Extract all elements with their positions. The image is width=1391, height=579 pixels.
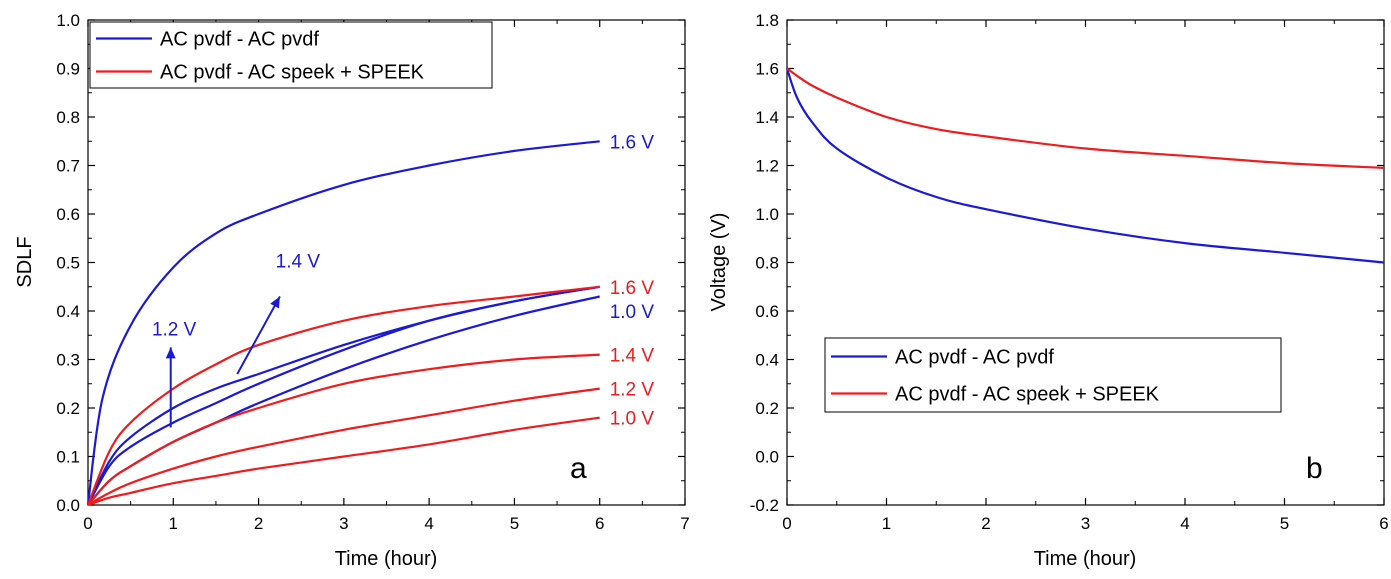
y-tick-label: 0.2 xyxy=(755,399,779,418)
legend-b: AC pvdf - AC pvdf AC pvdf - AC speek + SP… xyxy=(824,337,1282,413)
series-lines-a xyxy=(86,140,600,507)
series-lines-b xyxy=(785,67,1385,264)
annotation-arrow-head xyxy=(165,347,176,359)
legend-label: AC pvdf - AC pvdf xyxy=(160,29,319,51)
curve-end-label: 1.6 V xyxy=(610,278,655,299)
curve-end-label: 1.2 V xyxy=(610,380,655,401)
legend-a: AC pvdf - AC pvdf AC pvdf - AC speek + SP… xyxy=(89,21,493,89)
curve-end-label: 1.0 V xyxy=(610,302,655,323)
series-line xyxy=(86,140,600,506)
y-tick-label: 1.0 xyxy=(56,11,80,30)
x-tick-label: 1 xyxy=(169,514,178,533)
series-line xyxy=(87,285,600,506)
legend-box xyxy=(89,21,493,89)
y-axis-title-a: SDLF xyxy=(14,236,36,287)
y-tick-label: 0.4 xyxy=(755,351,779,370)
y-tick-label: 1.8 xyxy=(755,11,779,30)
x-tick-label: 3 xyxy=(1081,514,1090,533)
legend-box xyxy=(824,337,1282,413)
y-tick-label: 0.2 xyxy=(56,399,80,418)
y-tick-label: 1.0 xyxy=(755,205,779,224)
series-line xyxy=(87,416,600,507)
panel-b: 0 1 2 3 4 5 6 -0.2 0.0 0.2 0.4 0.6 0.8 1.0 1.2 1.4 1.6 1.… xyxy=(708,11,1389,570)
y-tick-label: 0.7 xyxy=(56,157,80,176)
x-tick-label: 2 xyxy=(981,514,990,533)
annotation-arrow-shaft xyxy=(236,295,281,375)
y-tick-label: 0.0 xyxy=(755,448,779,467)
y-tick-label: 0.9 xyxy=(56,60,80,79)
x-tick-label: 0 xyxy=(83,514,92,533)
panel-a: 0 1 2 3 4 5 6 7 0.0 0.1 0.2 0.3 0.4 0.5 0.6 0.7 0.8 0.9 1.… xyxy=(14,11,690,570)
annotation-label: 1.4 V xyxy=(276,251,321,272)
x-tick-label: 3 xyxy=(339,514,348,533)
x-tick-label: 7 xyxy=(680,514,689,533)
x-tick-label: 1 xyxy=(882,514,891,533)
series-line xyxy=(785,68,1385,264)
panel-letter-a: a xyxy=(570,452,587,485)
y-tick-label: 1.2 xyxy=(755,157,779,176)
y-tick-label: 0.1 xyxy=(56,448,80,467)
plot-frame-b xyxy=(786,19,1385,506)
legend-label: AC pvdf - AC speek + SPEEK xyxy=(895,384,1160,406)
x-tick-label: 6 xyxy=(1379,514,1388,533)
series-line xyxy=(786,67,1385,169)
y-tick-label: 0.6 xyxy=(56,205,80,224)
x-tick-label: 4 xyxy=(424,514,433,533)
x-tick-label: 4 xyxy=(1180,514,1189,533)
x-tick-label: 5 xyxy=(510,514,519,533)
x-tick-label: 2 xyxy=(254,514,263,533)
y-axis-title-b: Voltage (V) xyxy=(708,213,730,312)
series-line xyxy=(87,353,600,506)
y-tick-label: 0.0 xyxy=(56,496,80,515)
x-tick-label: 5 xyxy=(1280,514,1289,533)
legend-label: AC pvdf - AC speek + SPEEK xyxy=(160,62,425,84)
curve-end-label: 1.4 V xyxy=(610,346,655,367)
x-tick-label: 0 xyxy=(782,514,791,533)
y-tick-label: 0.4 xyxy=(56,302,80,321)
y-tick-label: 0.6 xyxy=(755,302,779,321)
x-axis-title-b: Time (hour) xyxy=(1034,548,1137,570)
curve-end-label: 1.6 V xyxy=(610,132,655,153)
y-tick-label: 0.5 xyxy=(56,254,80,273)
curve-end-label: 1.0 V xyxy=(610,409,655,430)
y-tick-label: 0.8 xyxy=(56,108,80,127)
series-line xyxy=(86,285,600,506)
axis-ticks-b: 0 1 2 3 4 5 6 -0.2 0.0 0.2 0.4 0.6 0.8 1.0 1.2 1.4 1.6 1.… xyxy=(750,11,1389,533)
annotations-a: 1.6 V 1.6 V 1.0 V 1.4 V 1.2 V 1.0 V 1.4 V 1.2 V xyxy=(152,132,654,429)
x-tick-label: 6 xyxy=(595,514,604,533)
y-tick-label: -0.2 xyxy=(750,496,779,515)
panel-letter-b: b xyxy=(1306,452,1323,485)
annotation-arrow-head xyxy=(270,296,280,309)
y-tick-label: 1.6 xyxy=(755,60,779,79)
annotation-label: 1.2 V xyxy=(152,319,197,340)
y-tick-label: 0.8 xyxy=(755,254,779,273)
y-tick-label: 0.3 xyxy=(56,351,80,370)
x-axis-title-a: Time (hour) xyxy=(335,548,438,570)
legend-label: AC pvdf - AC pvdf xyxy=(895,347,1054,369)
y-tick-label: 1.4 xyxy=(755,108,779,127)
series-line xyxy=(87,387,600,506)
